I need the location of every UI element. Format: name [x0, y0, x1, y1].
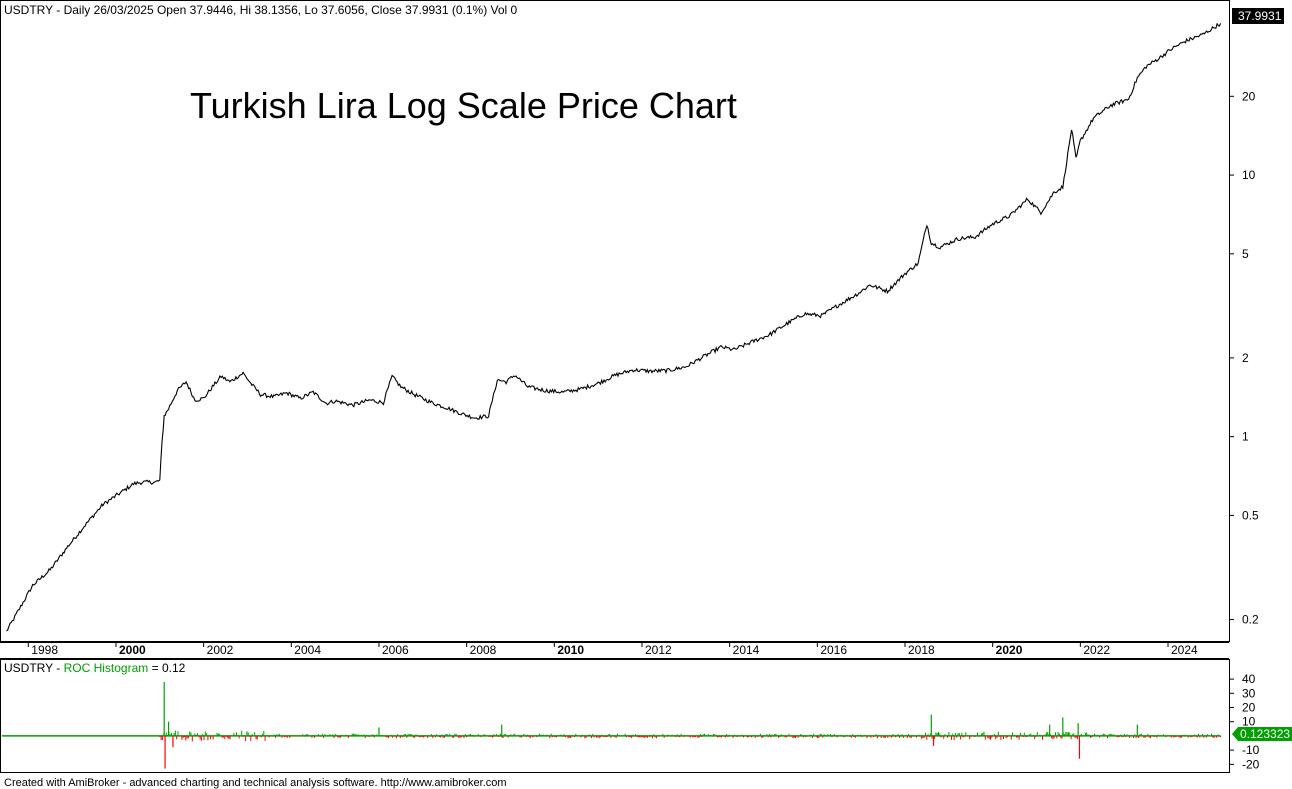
y-tick-label: 5 [1242, 247, 1249, 261]
x-tick-label: 2020 [996, 643, 1023, 657]
roc-y-tick-label: 30 [1242, 686, 1256, 700]
x-tick-label: 1998 [31, 643, 58, 657]
roc-last-value-label: 0.123323 [1240, 727, 1290, 741]
x-tick-label: 2002 [207, 643, 234, 657]
roc-label-prefix: USDTRY - [4, 661, 64, 675]
y-tick-label: 0.5 [1242, 508, 1259, 522]
footer-credit: Created with AmiBroker - advanced charti… [4, 777, 507, 789]
x-tick-label: 2006 [382, 643, 409, 657]
roc-y-tick-label: -10 [1242, 743, 1260, 757]
x-tick-label: 2012 [645, 643, 672, 657]
price-last-value: 37.9931 [1232, 8, 1284, 24]
last-value-box [1232, 8, 1284, 24]
x-tick-label: 2024 [1171, 643, 1198, 657]
x-tick-label: 2016 [820, 643, 847, 657]
x-tick-label: 2000 [119, 643, 146, 657]
price-series [6, 22, 1222, 632]
x-tick-label: 2022 [1083, 643, 1110, 657]
x-tick-label: 2014 [733, 643, 760, 657]
y-tick-label: 10 [1242, 168, 1256, 182]
x-axis: 1998 2000 2002 2004 2006 2008 2010 2012 2014 2016… [27, 642, 1198, 657]
roc-y-tick-label: 10 [1242, 715, 1256, 729]
roc-y-tick-label: 20 [1242, 701, 1256, 715]
y-tick-label: 2 [1242, 351, 1249, 365]
roc-last-value-box [1232, 727, 1292, 741]
chart-title: Turkish Lira Log Scale Price Chart [190, 85, 737, 126]
roc-label-series: ROC Histogram [64, 661, 149, 675]
chart-header-info: USDTRY - Daily 26/03/2025 Open 37.9446, … [4, 3, 518, 17]
price-y-axis: 0.2 0.5 1 2 5 10 20 [1229, 89, 1259, 627]
roc-label-suffix: = 0.12 [148, 661, 185, 675]
roc-pane-frame [0, 659, 1230, 773]
price-pane-frame [0, 0, 1230, 642]
x-tick-label: 2018 [908, 643, 935, 657]
y-tick-label: 0.2 [1242, 613, 1259, 627]
y-tick-label: 20 [1242, 89, 1256, 103]
x-tick-label: 2004 [294, 643, 321, 657]
roc-y-tick-label: 40 [1242, 672, 1256, 686]
roc-histogram [2, 681, 1222, 769]
roc-label: USDTRY - ROC Histogram = 0.12 [4, 661, 186, 675]
roc-y-tick-label: -20 [1242, 757, 1260, 771]
x-tick-label: 2008 [470, 643, 497, 657]
last-value-label: 37.9931 [1238, 9, 1282, 23]
roc-last-value: 0.123323 [1232, 727, 1292, 741]
y-tick-label: 1 [1242, 430, 1249, 444]
price-line [6, 22, 1222, 632]
x-tick-label: 2010 [557, 643, 584, 657]
